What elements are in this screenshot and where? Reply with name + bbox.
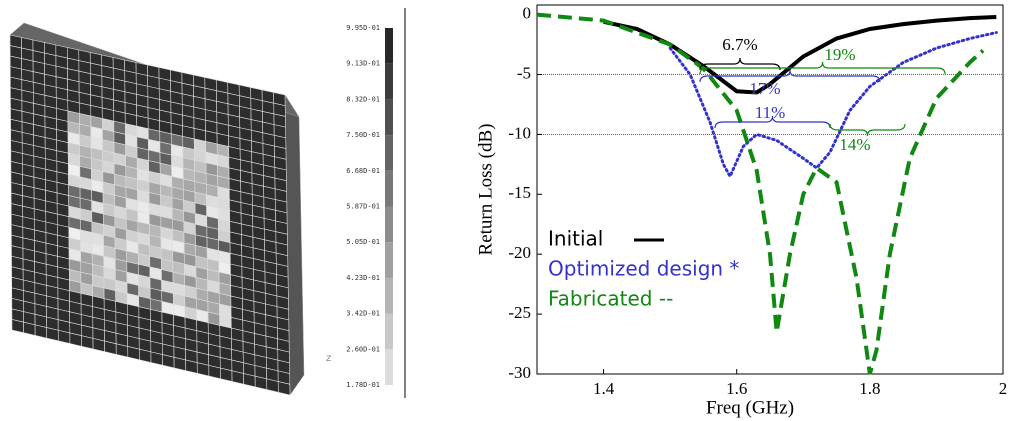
colorbar-segment: [385, 242, 393, 278]
colorbar-label: 5.87D-01: [346, 203, 380, 211]
colorbar-label: 9.95D-01: [346, 24, 380, 32]
colorbar-segment: [385, 207, 393, 243]
annotation: 6.7%: [722, 35, 757, 54]
x-tick-label: 1.8: [859, 379, 880, 398]
annotation: 14%: [839, 135, 870, 154]
y-tick-label: -20: [508, 243, 531, 262]
colorbar-segment: [385, 64, 393, 100]
colorbar-segment: [385, 171, 393, 207]
colorbar-label: 4.23D-01: [346, 274, 380, 282]
colorbar-label: 2.60D-01: [346, 345, 380, 353]
x-tick-label: 1.6: [726, 379, 747, 398]
x-axis-label: Freq (GHz): [706, 397, 794, 418]
y-tick-label: -10: [508, 123, 531, 142]
colorbar-label: 9.13D-01: [346, 60, 380, 68]
x-tick-label: 1.4: [593, 379, 615, 398]
series-line: [604, 17, 997, 92]
legend-label: Fabricated --: [548, 287, 673, 311]
y-axis-label: Return Loss (dB): [475, 124, 496, 256]
plot-frame: [537, 5, 1003, 374]
x-tick-label: 2: [999, 379, 1008, 398]
y-tick-label: 0: [523, 3, 532, 22]
colorbar-label: 5.05D-01: [346, 238, 380, 246]
colorbar-segment: [385, 99, 393, 135]
colorbar-label: 1.78D-01: [346, 381, 380, 389]
colorbar-label: 7.50D-01: [346, 131, 380, 139]
colorbar-segment: [385, 278, 393, 314]
colorbar-segment: [385, 314, 393, 350]
y-tick-label: -5: [517, 63, 531, 82]
annotation: 19%: [824, 45, 855, 64]
axis-triad-label: z: [326, 353, 331, 364]
bandwidth-brace: [700, 70, 880, 82]
colorbar-segment: [385, 135, 393, 171]
annotation: 11%: [755, 103, 786, 122]
y-tick-label: -15: [508, 183, 531, 202]
figure: z 9.95D-01 9.13D-01 8.32D-01 7.50D-01 6.68D-…: [0, 0, 1012, 421]
figure-svg: z 9.95D-01 9.13D-01 8.32D-01 7.50D-01 6.68D-…: [0, 0, 1012, 421]
y-tick-label: -30: [508, 363, 531, 382]
annotation: 17%: [749, 79, 780, 98]
colorbar-label: 8.32D-01: [346, 95, 380, 103]
colorbar-label: 3.42D-01: [346, 310, 380, 318]
legend-label: Optimized design *: [548, 257, 739, 281]
colorbar-segment: [385, 28, 393, 64]
colorbar-label: 6.68D-01: [346, 167, 380, 175]
legend-label: Initial: [548, 227, 603, 251]
colorbar-segment: [385, 349, 393, 385]
y-tick-label: -25: [508, 303, 531, 322]
mesh-render: [10, 23, 304, 395]
